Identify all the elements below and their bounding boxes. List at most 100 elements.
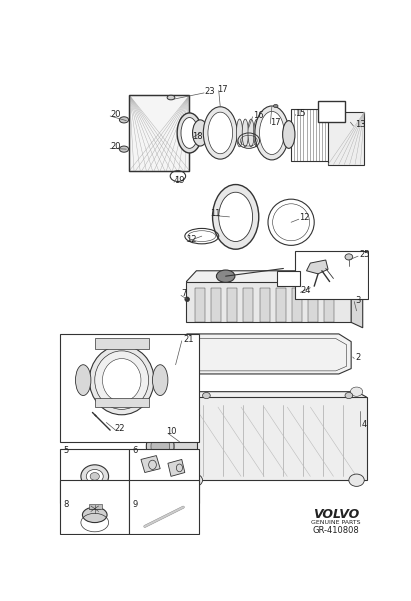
Bar <box>295 251 368 299</box>
Ellipse shape <box>185 297 189 302</box>
Ellipse shape <box>90 472 99 480</box>
Ellipse shape <box>254 119 260 147</box>
Ellipse shape <box>203 392 210 398</box>
Ellipse shape <box>349 474 364 486</box>
Ellipse shape <box>95 351 149 409</box>
Ellipse shape <box>167 95 175 100</box>
Text: 2: 2 <box>356 353 361 362</box>
Ellipse shape <box>81 465 109 488</box>
Text: VOLVO: VOLVO <box>313 508 359 522</box>
Text: 20: 20 <box>110 142 121 151</box>
Ellipse shape <box>146 429 174 463</box>
Ellipse shape <box>259 119 266 147</box>
Bar <box>243 288 253 322</box>
Text: 15: 15 <box>295 109 305 118</box>
Bar <box>95 398 149 407</box>
Bar <box>318 102 345 122</box>
Ellipse shape <box>192 120 208 146</box>
Bar <box>259 288 270 322</box>
Bar <box>129 95 189 171</box>
Text: 3: 3 <box>356 296 361 305</box>
Polygon shape <box>168 459 185 477</box>
Text: 9: 9 <box>132 501 138 510</box>
Bar <box>211 288 221 322</box>
Ellipse shape <box>181 118 198 148</box>
Text: GR-410808: GR-410808 <box>312 526 359 535</box>
Text: 7: 7 <box>181 289 186 298</box>
Ellipse shape <box>177 113 202 153</box>
Bar <box>328 112 364 165</box>
Ellipse shape <box>83 507 107 523</box>
Text: 4: 4 <box>362 419 367 429</box>
Text: 19: 19 <box>174 176 185 185</box>
Bar <box>129 95 189 171</box>
Text: 14: 14 <box>324 106 338 117</box>
Bar <box>60 480 129 534</box>
Ellipse shape <box>351 387 363 396</box>
Ellipse shape <box>76 365 91 395</box>
Text: 18: 18 <box>192 132 203 141</box>
Text: 13: 13 <box>355 120 366 129</box>
Ellipse shape <box>255 106 289 160</box>
Bar <box>308 288 318 322</box>
Text: 24: 24 <box>300 286 311 295</box>
Polygon shape <box>186 397 367 480</box>
Ellipse shape <box>242 119 248 147</box>
Polygon shape <box>307 260 328 274</box>
Text: GENUINE PARTS: GENUINE PARTS <box>311 520 360 525</box>
Bar <box>324 288 334 322</box>
Ellipse shape <box>119 146 129 152</box>
Bar <box>60 334 199 442</box>
Text: 21: 21 <box>183 335 194 344</box>
Text: 23: 23 <box>204 87 215 96</box>
Text: 16: 16 <box>253 111 263 120</box>
Bar <box>277 271 300 286</box>
Text: 5: 5 <box>63 447 69 456</box>
Text: 17: 17 <box>270 118 281 127</box>
Ellipse shape <box>217 270 235 282</box>
Ellipse shape <box>236 119 242 147</box>
Ellipse shape <box>345 392 353 398</box>
Text: 10: 10 <box>166 427 177 436</box>
Text: 17: 17 <box>217 85 228 94</box>
Polygon shape <box>141 456 160 472</box>
Text: 25: 25 <box>360 250 370 259</box>
Bar <box>60 450 129 503</box>
Ellipse shape <box>187 474 203 486</box>
Ellipse shape <box>208 112 233 154</box>
Ellipse shape <box>219 192 253 242</box>
Ellipse shape <box>89 346 154 415</box>
Text: 12: 12 <box>186 236 196 245</box>
Text: 22: 22 <box>114 424 125 433</box>
Ellipse shape <box>283 121 295 148</box>
Polygon shape <box>351 281 363 328</box>
Ellipse shape <box>259 111 284 154</box>
Bar <box>89 504 102 508</box>
Text: 6: 6 <box>132 447 138 456</box>
Bar <box>276 288 286 322</box>
Ellipse shape <box>119 117 129 123</box>
Ellipse shape <box>339 118 355 152</box>
Bar <box>129 480 199 534</box>
Ellipse shape <box>273 105 278 108</box>
Ellipse shape <box>344 117 348 120</box>
Polygon shape <box>169 428 197 465</box>
Text: 11: 11 <box>210 209 221 218</box>
Polygon shape <box>186 392 367 403</box>
Polygon shape <box>175 334 351 374</box>
Bar <box>195 288 205 322</box>
Ellipse shape <box>342 123 353 148</box>
Ellipse shape <box>203 107 237 159</box>
Text: 1: 1 <box>286 273 292 284</box>
Bar <box>129 450 199 503</box>
Ellipse shape <box>152 365 168 395</box>
Text: 8: 8 <box>63 501 69 510</box>
Ellipse shape <box>102 359 141 401</box>
Ellipse shape <box>86 469 103 483</box>
Text: 20: 20 <box>110 110 121 119</box>
Bar <box>292 288 302 322</box>
Polygon shape <box>186 281 351 322</box>
Ellipse shape <box>151 434 169 459</box>
Text: 12: 12 <box>299 213 309 222</box>
Ellipse shape <box>248 119 254 147</box>
